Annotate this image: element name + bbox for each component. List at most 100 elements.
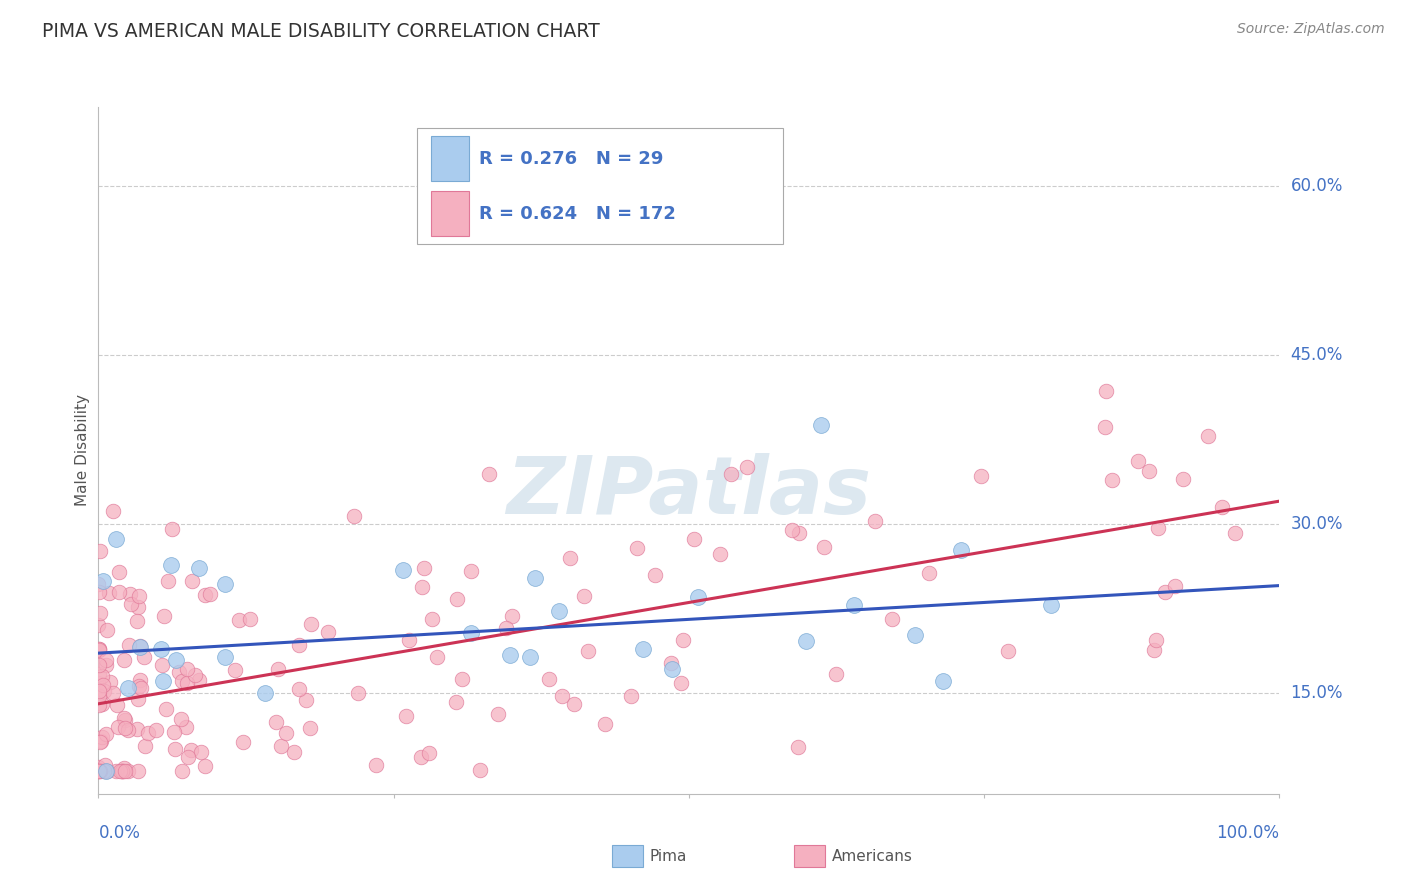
FancyBboxPatch shape [418, 128, 783, 244]
Point [224, 664, 246, 678]
Text: PIMA VS AMERICAN MALE DISABILITY CORRELATION CHART: PIMA VS AMERICAN MALE DISABILITY CORRELA… [42, 22, 600, 41]
Point [572, 589, 595, 603]
Point [316, 624, 339, 639]
Point [87, 577, 110, 591]
Point [117, 681, 139, 695]
Point [87, 618, 110, 632]
Point [519, 650, 541, 665]
Text: Source: ZipAtlas.com: Source: ZipAtlas.com [1237, 22, 1385, 37]
Point [1144, 633, 1167, 648]
Point [181, 574, 204, 589]
Point [128, 589, 150, 603]
Point [155, 702, 177, 716]
Point [87, 642, 110, 657]
Point [970, 469, 993, 483]
Point [1137, 464, 1160, 478]
Point [420, 611, 443, 625]
Text: 100.0%: 100.0% [1216, 824, 1279, 842]
Point [98, 586, 121, 600]
Y-axis label: Male Disability: Male Disability [75, 394, 90, 507]
Point [98, 675, 121, 690]
Point [128, 640, 150, 654]
Point [149, 642, 172, 657]
Point [187, 560, 209, 574]
Point [460, 564, 482, 578]
Point [163, 742, 186, 756]
Point [720, 467, 742, 482]
Point [111, 764, 134, 779]
Point [1147, 520, 1170, 534]
Point [844, 598, 866, 612]
Point [91, 678, 114, 692]
Point [94, 764, 117, 779]
Point [194, 588, 217, 602]
Point [190, 745, 212, 759]
Point [450, 672, 472, 686]
Point [1171, 472, 1194, 486]
Point [105, 764, 128, 779]
Point [89, 764, 111, 779]
Point [150, 657, 173, 672]
Point [87, 657, 110, 672]
Text: 15.0%: 15.0% [1291, 683, 1343, 701]
Point [128, 639, 150, 653]
Point [87, 643, 110, 657]
Text: 0.0%: 0.0% [98, 824, 141, 842]
Point [114, 721, 136, 735]
Point [366, 758, 388, 772]
Point [91, 730, 114, 744]
Point [166, 653, 188, 667]
Text: 45.0%: 45.0% [1291, 346, 1343, 364]
Point [177, 750, 200, 764]
Point [105, 698, 128, 712]
Text: Americans: Americans [832, 849, 914, 863]
Text: Pima: Pima [650, 849, 688, 863]
Point [176, 662, 198, 676]
Point [87, 684, 110, 698]
Point [87, 666, 110, 681]
Point [87, 676, 110, 690]
Point [343, 509, 366, 524]
Point [112, 711, 135, 725]
Point [94, 653, 117, 667]
Point [1143, 643, 1166, 657]
Point [89, 543, 111, 558]
Point [132, 650, 155, 665]
Point [299, 721, 322, 735]
Point [825, 667, 848, 681]
Point [117, 723, 139, 738]
Point [299, 617, 322, 632]
Point [794, 634, 817, 648]
Point [127, 692, 149, 706]
Point [163, 725, 186, 739]
Point [538, 672, 561, 686]
Point [87, 764, 110, 779]
Point [152, 674, 174, 689]
Point [87, 764, 110, 779]
Point [129, 681, 152, 696]
Bar [432, 136, 470, 181]
Point [735, 460, 758, 475]
Point [232, 734, 254, 748]
Point [551, 689, 574, 703]
Point [174, 720, 197, 734]
Point [787, 525, 810, 540]
Point [111, 764, 134, 779]
Point [114, 764, 136, 779]
Point [523, 571, 546, 585]
Point [214, 650, 236, 665]
Point [810, 417, 832, 432]
Point [94, 727, 117, 741]
Point [1095, 384, 1118, 399]
Point [93, 683, 115, 698]
Point [184, 667, 207, 681]
Point [118, 638, 141, 652]
Point [93, 764, 115, 779]
Point [114, 713, 136, 727]
Point [87, 642, 110, 657]
Point [87, 764, 110, 779]
Text: R = 0.624   N = 172: R = 0.624 N = 172 [478, 204, 676, 222]
Point [626, 541, 648, 555]
Point [932, 673, 955, 688]
Point [89, 585, 111, 599]
